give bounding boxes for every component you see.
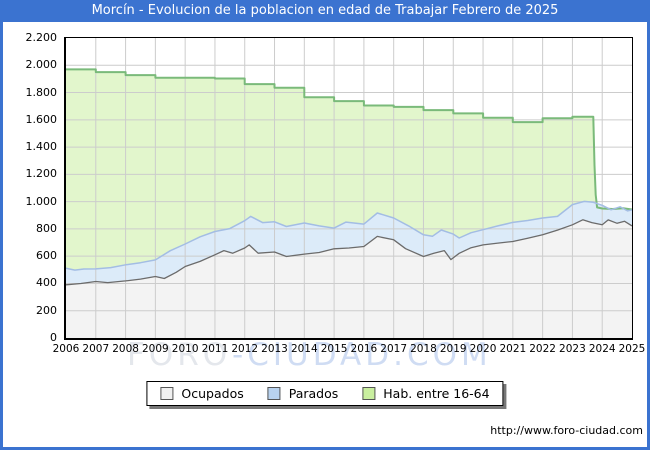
y-tick-label: 600 xyxy=(36,249,57,263)
y-tick-label: 800 xyxy=(36,221,57,235)
chart-canvas xyxy=(66,38,632,338)
y-tick-label: 1.600 xyxy=(25,112,58,126)
legend-swatch-parados xyxy=(267,387,281,400)
legend-label-ocupados: Ocupados xyxy=(181,386,244,401)
legend: Ocupados Parados Hab. entre 16-64 xyxy=(146,381,504,406)
watermark: FORO-CIUDAD.COM xyxy=(127,337,492,373)
footer-url[interactable]: http://www.foro-ciudad.com xyxy=(490,424,643,437)
line-ocupados xyxy=(66,219,632,286)
legend-item-parados: Parados xyxy=(267,386,339,401)
x-tick-label: 2019 xyxy=(439,343,467,355)
x-tick-label: 2009 xyxy=(141,343,169,355)
legend-item-ocupados: Ocupados xyxy=(160,386,244,401)
area-ocupados xyxy=(66,219,632,338)
x-tick-label: 2015 xyxy=(320,343,348,355)
x-tick-label: 2011 xyxy=(201,343,229,355)
y-tick-label: 0 xyxy=(50,331,57,344)
x-tick-label: 2008 xyxy=(112,343,139,355)
y-tick-label: 1.400 xyxy=(25,140,58,154)
x-tick-label: 2025 xyxy=(618,343,646,355)
y-tick-label: 2.000 xyxy=(25,58,58,72)
watermark-text-ciudad: -CIUDAD.COM xyxy=(232,337,492,373)
x-tick-label: 2016 xyxy=(350,343,378,355)
y-tick-label: 1.000 xyxy=(25,194,58,208)
y-tick-label: 1.200 xyxy=(25,167,58,181)
x-tick-label: 2014 xyxy=(290,343,318,355)
x-tick-label: 2021 xyxy=(499,343,527,355)
title-bar: Morcín - Evolucion de la poblacion en ed… xyxy=(0,0,650,22)
y-tick-label: 400 xyxy=(36,276,57,290)
legend-swatch-ocupados xyxy=(160,387,174,400)
x-tick-label: 2012 xyxy=(231,343,259,355)
x-tick-label: 2022 xyxy=(529,343,556,355)
legend-label-hab-16-64: Hab. entre 16-64 xyxy=(383,386,490,401)
legend-label-parados: Parados xyxy=(288,386,339,401)
x-tick-label: 2018 xyxy=(410,343,437,355)
x-tick-label: 2020 xyxy=(469,343,497,355)
legend-swatch-hab-16-64 xyxy=(362,387,376,400)
y-tick-label: 2.200 xyxy=(25,31,58,44)
x-tick-label: 2013 xyxy=(261,343,288,355)
line-parados xyxy=(66,200,632,271)
x-tick-label: 2010 xyxy=(171,343,199,355)
chart-title: Morcín - Evolucion de la poblacion en ed… xyxy=(91,3,559,18)
watermark-text-foro: FORO xyxy=(127,337,233,373)
x-tick-label: 2017 xyxy=(380,343,408,355)
line-hab-entre-16-64 xyxy=(66,68,632,211)
legend-item-hab: Hab. entre 16-64 xyxy=(362,386,490,401)
x-tick-label: 2024 xyxy=(588,343,616,355)
y-tick-label: 200 xyxy=(36,303,57,317)
y-tick-label: 1.800 xyxy=(25,85,58,99)
x-tick-label: 2006 xyxy=(52,343,80,355)
x-tick-label: 2007 xyxy=(82,343,110,355)
plot-area xyxy=(64,37,633,340)
x-tick-label: 2023 xyxy=(559,343,586,355)
